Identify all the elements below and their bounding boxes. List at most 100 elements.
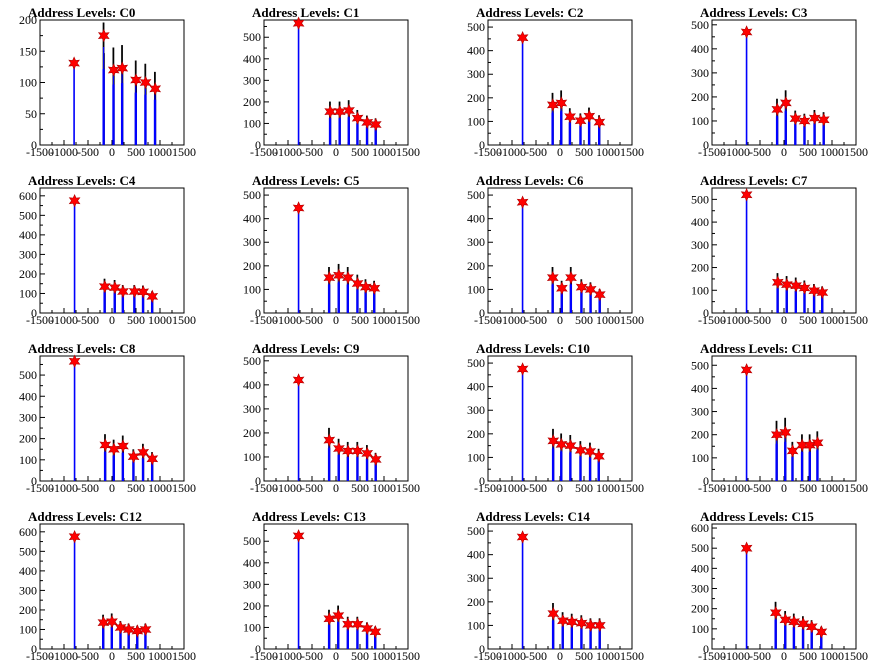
- y-tick-label: 500: [467, 524, 485, 538]
- y-tick-label: 500: [467, 188, 485, 202]
- peak-marker: [740, 25, 753, 39]
- x-tick-label: 0: [109, 649, 115, 663]
- plot-frame: [39, 19, 185, 146]
- x-tick-label: -500: [301, 145, 323, 159]
- y-tick-label: 400: [691, 381, 709, 395]
- y-tick-label: 400: [243, 378, 261, 392]
- y-tick-label: 200: [243, 259, 261, 273]
- peak-marker: [516, 30, 529, 45]
- y-tick-label: 600: [19, 189, 37, 203]
- x-tick-label: 1000: [148, 145, 172, 159]
- chart-title: Address Levels: C0: [28, 5, 135, 20]
- y-tick-label: 200: [243, 95, 261, 109]
- peak-marker: [68, 354, 81, 369]
- x-tick-label: 0: [781, 649, 787, 663]
- chart-panel: Address Levels: C0 0 50 100 150 200 -1500-1000…: [19, 5, 196, 159]
- plot-frame: [263, 523, 409, 650]
- y-tick-label: 0: [479, 306, 485, 320]
- y-tick-label: 100: [691, 114, 709, 128]
- x-tick-label: 0: [781, 145, 787, 159]
- plot-frame: [487, 187, 633, 314]
- peak-marker: [769, 605, 782, 620]
- peak-marker: [740, 363, 753, 377]
- y-tick-label: 400: [19, 564, 37, 578]
- peak-marker: [771, 102, 784, 117]
- chart-panel: Address Levels: C11 0 100 200 300 400 500 -1500…: [691, 341, 868, 495]
- peak-marker: [556, 281, 568, 295]
- y-tick-label: 400: [691, 561, 709, 575]
- y-tick-label: 400: [19, 228, 37, 242]
- x-tick-label: -500: [749, 481, 771, 495]
- plot-frame: [711, 187, 857, 314]
- y-tick-label: 100: [691, 622, 709, 636]
- peak-marker: [342, 444, 354, 458]
- chart-title: Address Levels: C7: [700, 173, 808, 188]
- y-tick-label: 200: [467, 427, 485, 441]
- peak-marker: [557, 613, 569, 628]
- chart-title: Address Levels: C5: [252, 173, 360, 188]
- x-tick-label: -500: [301, 649, 323, 663]
- plot-frame: [263, 355, 409, 482]
- x-tick-label: 1500: [620, 313, 644, 327]
- x-tick-label: -500: [301, 481, 323, 495]
- y-tick-label: 100: [19, 286, 37, 300]
- y-tick-label: 0: [479, 138, 485, 152]
- chart-title: Address Levels: C12: [28, 509, 142, 524]
- peak-marker: [740, 188, 753, 202]
- y-tick-label: 400: [467, 44, 485, 58]
- x-tick-label: 500: [575, 145, 593, 159]
- peak-marker: [97, 615, 110, 630]
- y-tick-label: 0: [31, 306, 37, 320]
- x-tick-label: 500: [127, 649, 145, 663]
- plot-frame: [263, 19, 409, 146]
- peak-marker: [547, 606, 560, 621]
- peak-marker: [292, 201, 305, 215]
- y-tick-label: 200: [19, 13, 37, 27]
- chart-panel: Address Levels: C13 0 100 200 300 400 500 -1500…: [243, 509, 420, 663]
- x-tick-label: 500: [799, 481, 817, 495]
- x-tick-label: 1500: [844, 145, 868, 159]
- x-tick-label: -1000: [722, 649, 750, 663]
- x-tick-label: 1500: [396, 145, 420, 159]
- peak-marker: [292, 529, 305, 543]
- peak-marker: [116, 61, 129, 75]
- peak-marker: [146, 289, 159, 304]
- peak-marker: [343, 103, 355, 118]
- peak-marker: [342, 270, 354, 285]
- peak-marker: [98, 279, 111, 294]
- x-tick-label: -1500: [26, 313, 54, 327]
- y-tick-label: 300: [467, 235, 485, 249]
- peak-marker: [790, 278, 802, 293]
- peak-marker: [786, 444, 799, 458]
- y-tick-label: 100: [19, 453, 37, 467]
- x-tick-label: 500: [351, 481, 369, 495]
- x-tick-label: -500: [77, 145, 99, 159]
- x-tick-label: -1500: [698, 313, 726, 327]
- y-tick-label: 500: [19, 208, 37, 222]
- peak-marker: [368, 281, 381, 295]
- y-tick-label: 300: [243, 402, 261, 416]
- peak-marker: [584, 444, 597, 459]
- y-tick-label: 600: [19, 525, 37, 539]
- peak-marker: [114, 620, 127, 635]
- peak-marker: [555, 437, 568, 452]
- y-tick-label: 500: [691, 18, 709, 32]
- peak-marker: [797, 617, 810, 631]
- y-tick-label: 0: [31, 642, 37, 656]
- peak-marker: [122, 622, 135, 637]
- x-tick-label: -1000: [274, 481, 302, 495]
- y-tick-label: 300: [467, 571, 485, 585]
- y-tick-label: 200: [243, 426, 261, 440]
- peak-marker: [342, 617, 354, 631]
- peak-marker: [575, 280, 588, 294]
- y-tick-label: 400: [467, 548, 485, 562]
- y-tick-label: 200: [467, 595, 485, 609]
- x-tick-label: 500: [799, 313, 817, 327]
- chart-title: Address Levels: C9: [252, 341, 360, 356]
- x-tick-label: -500: [749, 313, 771, 327]
- peak-marker: [68, 529, 81, 544]
- y-tick-label: 200: [467, 91, 485, 105]
- peak-marker: [584, 282, 597, 297]
- plot-frame: [39, 187, 185, 314]
- y-tick-label: 200: [19, 603, 37, 617]
